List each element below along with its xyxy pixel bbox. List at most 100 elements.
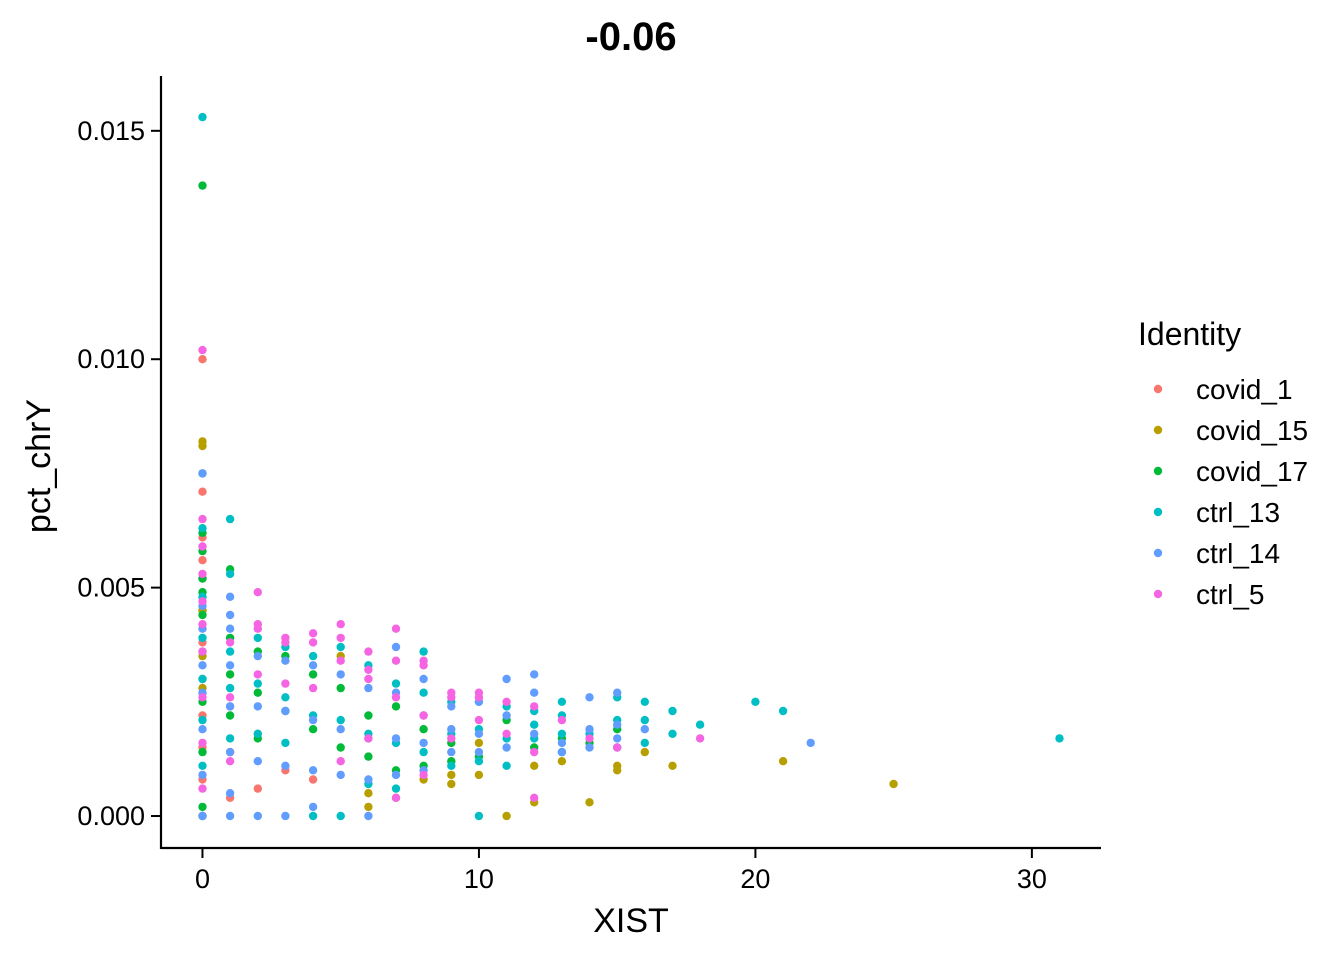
legend-item-ctrl_13: ctrl_13 — [1153, 497, 1280, 528]
point-ctrl_14-37 — [391, 734, 401, 743]
legend-item-covid_17: covid_17 — [1153, 456, 1308, 487]
point-ctrl_5-38 — [419, 770, 428, 780]
point-ctrl_13-21 — [308, 811, 318, 821]
point-ctrl_13-43 — [502, 761, 511, 770]
point-ctrl_5-28 — [364, 665, 373, 674]
point-ctrl_5-10 — [225, 638, 235, 647]
legend-label-ctrl_5: ctrl_5 — [1196, 579, 1264, 610]
point-ctrl_5-31 — [391, 624, 401, 633]
point-ctrl_14-9 — [225, 610, 235, 620]
point-ctrl_13-17 — [281, 693, 290, 702]
data-points — [198, 112, 1064, 821]
point-ctrl_14-33 — [364, 775, 373, 784]
point-ctrl_5-7 — [198, 693, 207, 702]
point-covid_15-16 — [530, 761, 539, 770]
legend-label-covid_17: covid_17 — [1196, 456, 1308, 487]
point-covid_17-24 — [364, 711, 373, 720]
point-ctrl_13-30 — [391, 784, 401, 793]
point-ctrl_14-63 — [640, 725, 649, 734]
point-ctrl_14-10 — [225, 624, 235, 633]
legend: Identity covid_1 covid_15 covid_17 ctrl_13c… — [1138, 316, 1308, 610]
y-axis-ticks: 0.000 0.005 0.010 0.015 — [77, 116, 161, 831]
point-covid_15-13 — [474, 738, 484, 748]
point-ctrl_5-43 — [474, 693, 484, 702]
legend-item-ctrl_14: ctrl_14 — [1153, 538, 1280, 569]
point-ctrl_13-39 — [474, 757, 484, 766]
point-ctrl_14-57 — [585, 693, 594, 702]
y-tick-label-2: 0.010 — [77, 344, 145, 374]
point-ctrl_14-16 — [253, 651, 262, 661]
point-ctrl_5-53 — [695, 734, 705, 743]
point-ctrl_5-29 — [364, 674, 373, 684]
point-ctrl_13-4 — [198, 674, 207, 684]
point-ctrl_5-37 — [419, 711, 428, 720]
point-covid_17-21 — [308, 725, 318, 734]
point-covid_15-17 — [557, 757, 567, 766]
point-ctrl_5-23 — [336, 620, 345, 629]
point-ctrl_5-20 — [308, 629, 318, 638]
point-ctrl_14-49 — [502, 674, 511, 684]
point-ctrl_14-34 — [364, 811, 373, 821]
point-ctrl_13-47 — [557, 697, 567, 706]
y-tick-label-0: 0.000 — [77, 801, 145, 831]
point-ctrl_14-12 — [225, 702, 235, 711]
point-ctrl_13-0 — [198, 112, 207, 122]
point-covid_1-18 — [308, 775, 318, 784]
point-ctrl_5-19 — [281, 679, 290, 688]
point-ctrl_13-13 — [253, 633, 262, 643]
point-ctrl_14-43 — [447, 702, 456, 711]
legend-key-covid_17 — [1153, 466, 1163, 476]
legend-item-covid_1: covid_1 — [1153, 374, 1293, 405]
point-ctrl_14-52 — [530, 670, 539, 679]
point-ctrl_14-58 — [585, 725, 594, 734]
point-ctrl_13-18 — [281, 738, 290, 748]
point-ctrl_14-26 — [308, 766, 318, 775]
point-ctrl_5-33 — [391, 693, 401, 702]
point-ctrl_13-33 — [419, 747, 428, 757]
point-ctrl_14-56 — [557, 747, 567, 757]
point-ctrl_14-30 — [336, 770, 345, 780]
point-ctrl_14-8 — [225, 592, 235, 601]
point-ctrl_5-26 — [336, 757, 345, 766]
y-axis-title: pct_chrY — [20, 399, 58, 533]
point-ctrl_5-6 — [198, 647, 207, 656]
point-ctrl_5-44 — [474, 715, 484, 725]
point-ctrl_13-24 — [336, 811, 345, 821]
point-ctrl_14-41 — [419, 738, 428, 748]
point-ctrl_5-25 — [336, 656, 345, 665]
point-covid_15-23 — [778, 757, 788, 766]
point-ctrl_5-27 — [364, 647, 373, 656]
point-ctrl_13-15 — [253, 729, 262, 738]
point-ctrl_5-22 — [308, 683, 318, 693]
point-ctrl_14-39 — [419, 674, 428, 684]
point-ctrl_14-11 — [225, 661, 235, 670]
point-ctrl_5-30 — [364, 734, 373, 743]
point-covid_15-22 — [668, 761, 677, 770]
point-ctrl_5-8 — [198, 738, 207, 748]
point-ctrl_5-47 — [530, 702, 539, 711]
point-ctrl_13-11 — [225, 683, 235, 693]
point-ctrl_13-6 — [198, 761, 207, 770]
legend-label-ctrl_13: ctrl_13 — [1196, 497, 1280, 528]
point-ctrl_14-55 — [557, 738, 567, 748]
x-tick-label-0: 0 — [195, 864, 210, 894]
point-ctrl_14-22 — [281, 761, 290, 770]
x-axis-ticks: 0 10 20 30 — [195, 848, 1047, 894]
chart-title: -0.06 — [585, 15, 676, 59]
legend-title: Identity — [1138, 316, 1241, 352]
point-ctrl_13-12 — [225, 734, 235, 743]
point-ctrl_13-28 — [391, 679, 401, 688]
point-ctrl_13-58 — [668, 706, 677, 716]
point-covid_17-6 — [198, 610, 207, 620]
point-ctrl_5-16 — [253, 670, 262, 679]
point-covid_17-13 — [225, 670, 235, 679]
x-tick-label-3: 30 — [1017, 864, 1047, 894]
point-ctrl_14-18 — [253, 757, 262, 766]
point-ctrl_13-10 — [225, 647, 235, 656]
point-ctrl_14-60 — [613, 688, 622, 697]
legend-label-ctrl_14: ctrl_14 — [1196, 538, 1280, 569]
point-ctrl_14-64 — [806, 738, 815, 748]
point-ctrl_14-29 — [336, 725, 345, 734]
point-ctrl_13-57 — [640, 738, 649, 748]
series-covid_1 — [198, 355, 318, 821]
